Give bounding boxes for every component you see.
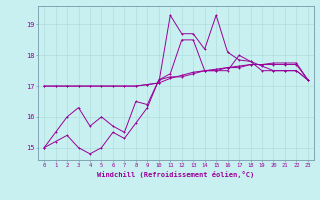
X-axis label: Windchill (Refroidissement éolien,°C): Windchill (Refroidissement éolien,°C) bbox=[97, 171, 255, 178]
